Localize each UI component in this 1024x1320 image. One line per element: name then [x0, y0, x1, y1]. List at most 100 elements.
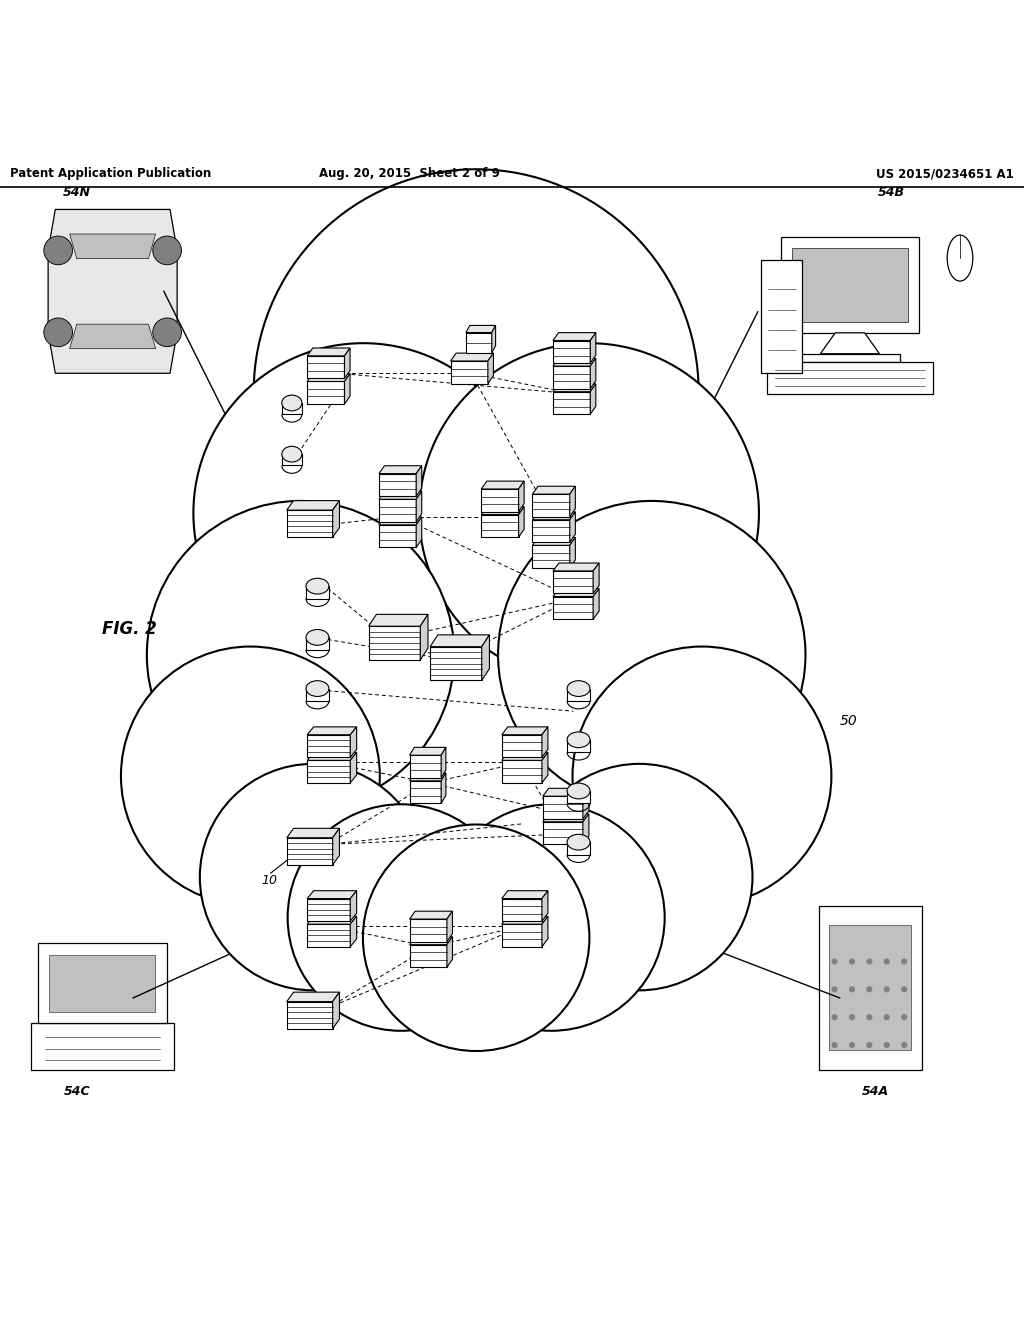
- Polygon shape: [344, 374, 350, 404]
- Circle shape: [884, 1014, 890, 1020]
- Bar: [307, 924, 350, 946]
- Polygon shape: [542, 752, 548, 783]
- Text: 54N: 54N: [62, 186, 91, 199]
- Polygon shape: [583, 814, 589, 845]
- Circle shape: [866, 986, 872, 993]
- Circle shape: [44, 236, 73, 265]
- Polygon shape: [410, 774, 445, 781]
- Polygon shape: [350, 727, 356, 758]
- Bar: [282, 454, 302, 466]
- Polygon shape: [542, 916, 548, 946]
- Bar: [543, 796, 583, 818]
- Bar: [502, 735, 542, 758]
- Circle shape: [194, 343, 534, 682]
- Ellipse shape: [306, 681, 329, 697]
- Text: US 2015/0234651 A1: US 2015/0234651 A1: [876, 168, 1014, 180]
- Bar: [410, 781, 441, 804]
- Ellipse shape: [306, 578, 329, 594]
- Polygon shape: [410, 911, 453, 919]
- Polygon shape: [333, 993, 340, 1028]
- Bar: [502, 760, 542, 783]
- Text: 54A: 54A: [862, 1085, 889, 1098]
- Polygon shape: [379, 517, 422, 525]
- Bar: [567, 791, 590, 804]
- Circle shape: [866, 958, 872, 965]
- Polygon shape: [569, 512, 575, 543]
- Polygon shape: [569, 486, 575, 516]
- Polygon shape: [532, 486, 575, 494]
- Text: 54B: 54B: [878, 186, 904, 199]
- Polygon shape: [446, 937, 453, 968]
- Circle shape: [849, 986, 855, 993]
- Polygon shape: [502, 916, 548, 924]
- Polygon shape: [593, 564, 599, 594]
- Bar: [379, 499, 416, 521]
- Bar: [307, 760, 350, 783]
- Polygon shape: [451, 354, 494, 360]
- Bar: [543, 822, 583, 845]
- Polygon shape: [502, 727, 548, 735]
- Polygon shape: [420, 614, 428, 660]
- Ellipse shape: [306, 630, 329, 645]
- Polygon shape: [70, 325, 156, 348]
- Bar: [819, 906, 922, 1069]
- Bar: [306, 689, 329, 701]
- Polygon shape: [307, 727, 356, 735]
- Circle shape: [288, 804, 514, 1031]
- Text: Aug. 20, 2015  Sheet 2 of 9: Aug. 20, 2015 Sheet 2 of 9: [319, 168, 500, 180]
- Bar: [287, 1002, 333, 1028]
- Polygon shape: [590, 358, 596, 388]
- Circle shape: [884, 1041, 890, 1048]
- Polygon shape: [446, 911, 453, 941]
- Polygon shape: [410, 937, 453, 945]
- Bar: [306, 586, 329, 598]
- Ellipse shape: [567, 681, 590, 697]
- Circle shape: [498, 500, 806, 808]
- Polygon shape: [518, 480, 524, 512]
- Polygon shape: [543, 788, 589, 796]
- Circle shape: [901, 1014, 907, 1020]
- Polygon shape: [307, 916, 356, 924]
- Bar: [481, 515, 518, 537]
- Polygon shape: [344, 348, 350, 379]
- Polygon shape: [333, 500, 340, 537]
- Polygon shape: [481, 480, 524, 488]
- Bar: [287, 838, 333, 865]
- Bar: [553, 366, 590, 388]
- Polygon shape: [350, 891, 356, 921]
- Bar: [466, 333, 492, 352]
- Polygon shape: [466, 326, 496, 333]
- Polygon shape: [441, 774, 445, 804]
- Polygon shape: [287, 993, 340, 1002]
- Bar: [532, 494, 569, 516]
- Ellipse shape: [567, 783, 590, 799]
- Polygon shape: [553, 589, 599, 597]
- Polygon shape: [48, 210, 177, 374]
- Circle shape: [884, 986, 890, 993]
- Circle shape: [884, 958, 890, 965]
- Bar: [481, 488, 518, 512]
- Bar: [410, 755, 441, 777]
- Polygon shape: [287, 829, 340, 838]
- Bar: [829, 925, 911, 1049]
- Polygon shape: [553, 564, 599, 572]
- Text: 50: 50: [840, 714, 857, 729]
- Circle shape: [831, 958, 838, 965]
- Polygon shape: [593, 589, 599, 619]
- Polygon shape: [379, 466, 422, 474]
- Circle shape: [438, 804, 665, 1031]
- Circle shape: [849, 1014, 855, 1020]
- Polygon shape: [590, 384, 596, 414]
- Circle shape: [849, 958, 855, 965]
- Circle shape: [200, 764, 426, 990]
- Circle shape: [831, 1014, 838, 1020]
- Ellipse shape: [282, 395, 302, 411]
- Circle shape: [419, 343, 759, 682]
- Bar: [379, 474, 416, 496]
- Bar: [31, 1023, 174, 1069]
- Ellipse shape: [947, 235, 973, 281]
- Bar: [532, 545, 569, 568]
- Bar: [567, 739, 590, 752]
- Bar: [307, 899, 350, 921]
- Polygon shape: [502, 752, 548, 760]
